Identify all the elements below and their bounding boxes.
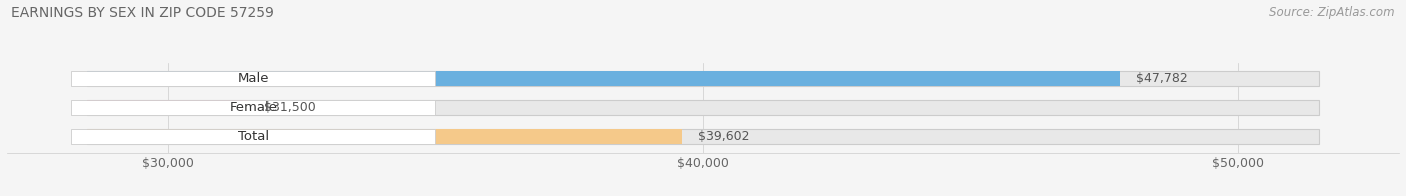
Bar bbox=[72, 100, 436, 115]
Bar bbox=[72, 129, 436, 144]
Text: Female: Female bbox=[229, 101, 277, 114]
Bar bbox=[87, 129, 1319, 144]
Text: $31,500: $31,500 bbox=[264, 101, 316, 114]
Bar bbox=[87, 100, 247, 115]
Text: Total: Total bbox=[238, 130, 269, 143]
Bar bbox=[87, 100, 1319, 115]
Text: Male: Male bbox=[238, 72, 269, 85]
Bar bbox=[87, 71, 1319, 86]
Text: $39,602: $39,602 bbox=[697, 130, 749, 143]
Text: $47,782: $47,782 bbox=[1136, 72, 1188, 85]
Bar bbox=[87, 129, 682, 144]
Bar bbox=[87, 71, 1119, 86]
Text: EARNINGS BY SEX IN ZIP CODE 57259: EARNINGS BY SEX IN ZIP CODE 57259 bbox=[11, 6, 274, 20]
Text: Source: ZipAtlas.com: Source: ZipAtlas.com bbox=[1270, 6, 1395, 19]
Bar bbox=[72, 71, 436, 86]
